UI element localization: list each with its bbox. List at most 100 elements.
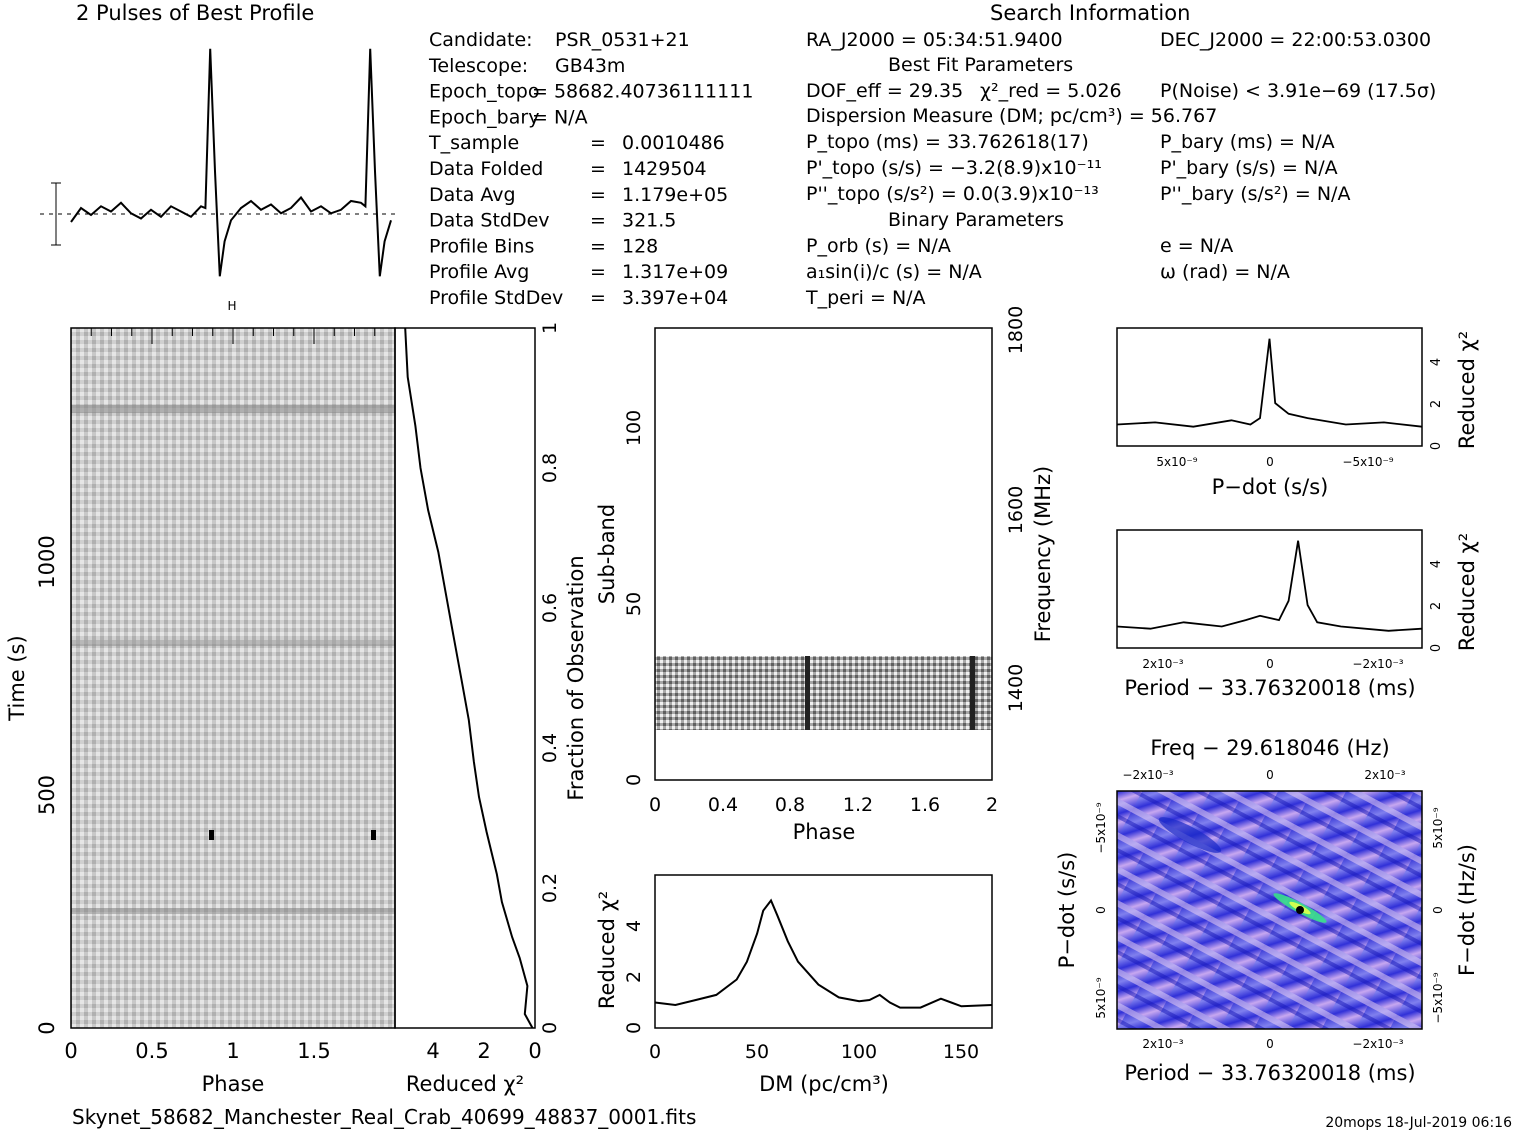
dm-series-line xyxy=(654,898,993,1009)
tick-label: −2x10⁻³ xyxy=(1352,657,1403,671)
tick-label: 100 xyxy=(623,410,645,446)
pdot-bary-value: P'_bary (s/s) = N/A xyxy=(1160,157,1338,179)
tick-label: 0 xyxy=(1266,768,1274,782)
tick-label: 50 xyxy=(623,592,645,616)
period-panel xyxy=(1116,529,1423,649)
tperi-value: T_peri = N/A xyxy=(805,287,926,309)
pddot-bary-value: P''_bary (s/s²) = N/A xyxy=(1160,183,1350,205)
tick-label: 0 xyxy=(1431,906,1445,914)
tick-label: 0 xyxy=(1266,1037,1274,1051)
info-label: Data Folded xyxy=(429,158,543,180)
info-label: Data StdDev xyxy=(429,210,550,232)
info-left-column: Candidate: PSR_0531+21 Telescope: GB43m Epoc… xyxy=(428,29,753,309)
time-phase-ylabel: Time (s) xyxy=(5,635,29,721)
tick-label: 0.8 xyxy=(539,453,561,483)
tick-label: 4 xyxy=(1429,358,1444,366)
search-info-title: Search Information xyxy=(990,1,1190,25)
tick-label: 2 xyxy=(986,794,998,816)
info-value: 1.179e+05 xyxy=(622,184,728,206)
tick-label: 0 xyxy=(623,1022,645,1034)
info-label: Profile StdDev xyxy=(429,287,563,309)
tick-label: 0 xyxy=(539,1022,561,1034)
info-equals: = xyxy=(590,210,606,232)
info-value: 1.317e+09 xyxy=(622,261,728,283)
plane-contour xyxy=(1158,817,1222,853)
chi2-time-series-line xyxy=(404,327,534,1029)
tick-label: 4 xyxy=(426,1039,439,1063)
tick-label: −5x10⁻⁹ xyxy=(1094,802,1108,853)
period-frame xyxy=(1116,529,1423,649)
tick-label: 2 xyxy=(623,971,645,983)
tick-label: 0 xyxy=(528,1039,541,1063)
info-middle-column: RA_J2000 = 05:34:51.9400 DOF_eff = 29.35… xyxy=(805,29,1436,309)
p-noise-value: P(Noise) < 3.91e−69 (17.5σ) xyxy=(1160,80,1436,102)
profile-title: 2 Pulses of Best Profile xyxy=(76,1,314,25)
tick-label: 0.2 xyxy=(539,873,561,903)
time-phase-dark-pixel xyxy=(209,830,214,840)
time-phase-image xyxy=(71,328,395,1028)
plane-axes: 2x10⁻³ 0 −2x10⁻³ −2x10⁻³ 0 2x10⁻³ 5x10⁻⁹ 0 −5x10… xyxy=(1094,768,1445,1051)
pddot-topo-value: P''_topo (s/s²) = 0.0(3.9)x10⁻¹³ xyxy=(806,183,1099,205)
frequency-ylabel: Frequency (MHz) xyxy=(1031,466,1055,642)
plane-y2label: F−dot (Hz/s) xyxy=(1455,844,1479,976)
tick-label: 0 xyxy=(35,1021,59,1034)
asini-value: a₁sin(i)/c (s) = N/A xyxy=(806,261,982,283)
pdot-axes: 5x10⁻⁹ 0 −5x10⁻⁹ 0 2 4 xyxy=(1156,358,1444,469)
pdot-xlabel: P−dot (s/s) xyxy=(1212,475,1329,499)
time-phase-axes: 0 0.5 1 1.5 0 500 1000 xyxy=(35,328,396,1063)
subband-axes: 0 0.4 0.8 1.2 1.6 2 0 50 100 1400 1600 1800 xyxy=(623,306,1027,816)
ra-value: RA_J2000 = 05:34:51.9400 xyxy=(806,29,1063,51)
tick-label: 1.5 xyxy=(297,1039,330,1063)
dm-ylabel: Reduced χ² xyxy=(595,891,619,1009)
tick-label: 1.6 xyxy=(910,794,940,816)
omega-value: ω (rad) = N/A xyxy=(1160,261,1290,283)
tick-label: 0 xyxy=(649,794,661,816)
tick-label: 5x10⁻⁹ xyxy=(1156,455,1197,469)
dec-value: DEC_J2000 = 22:00:53.0300 xyxy=(1160,29,1431,51)
profile-plot xyxy=(40,48,395,277)
time-phase-xlabel: Phase xyxy=(202,1072,265,1096)
tick-label: 50 xyxy=(745,1041,769,1063)
tick-label: 4 xyxy=(1429,560,1444,568)
info-label: Telescope: xyxy=(428,55,528,77)
tick-label: 0.6 xyxy=(539,593,561,623)
tick-label: 0 xyxy=(1266,657,1274,671)
subband-panel xyxy=(654,327,993,781)
tick-label: 5x10⁻⁹ xyxy=(1094,977,1108,1018)
chi2-time-axes: 4 2 0 0 0.2 0.4 0.6 0.8 1 xyxy=(426,322,561,1063)
pdot-series-line xyxy=(1116,338,1423,428)
info-label: Profile Bins xyxy=(429,235,534,257)
tick-label: 0 xyxy=(1266,455,1274,469)
info-equals: = xyxy=(590,132,606,154)
plane-ylabel: P−dot (s/s) xyxy=(1055,852,1079,969)
plane-panel xyxy=(1116,790,1423,1030)
info-value: GB43m xyxy=(555,55,625,77)
info-value: 128 xyxy=(622,235,658,257)
tick-label: 0.4 xyxy=(539,733,561,763)
info-label: Candidate: xyxy=(429,29,533,51)
info-value: = 58682.40736111111 xyxy=(532,81,753,103)
subband-image xyxy=(655,656,992,730)
period-ylabel: Reduced χ² xyxy=(1455,533,1479,651)
tick-label: 5x10⁻⁹ xyxy=(1431,807,1445,848)
tick-label: 4 xyxy=(623,920,645,932)
time-phase-band xyxy=(71,640,395,646)
chi2-time-frame xyxy=(394,327,536,1029)
best-fit-title: Best Fit Parameters xyxy=(888,54,1073,76)
chi2-time-xlabel: Reduced χ² xyxy=(406,1072,524,1096)
tick-label: 0.5 xyxy=(135,1039,168,1063)
dm-value: Dispersion Measure (DM; pc/cm³) = 56.767 xyxy=(806,105,1217,127)
period-axes: 2x10⁻³ 0 −2x10⁻³ 0 2 4 xyxy=(1142,560,1444,671)
dm-frame xyxy=(654,874,993,1029)
tick-label: 0.4 xyxy=(708,794,738,816)
period-xlabel: Period − 33.76320018 (ms) xyxy=(1124,676,1415,700)
tick-label: 2x10⁻³ xyxy=(1142,657,1183,671)
tick-label: 0 xyxy=(1094,906,1108,914)
pdot-ylabel: Reduced χ² xyxy=(1455,331,1479,449)
info-label: Epoch_topo xyxy=(429,81,539,103)
plane-frame xyxy=(1116,790,1423,1030)
tick-label: 150 xyxy=(943,1041,979,1063)
period-series-line xyxy=(1116,540,1423,632)
dm-axes: 0 50 100 150 0 2 4 xyxy=(623,920,979,1063)
